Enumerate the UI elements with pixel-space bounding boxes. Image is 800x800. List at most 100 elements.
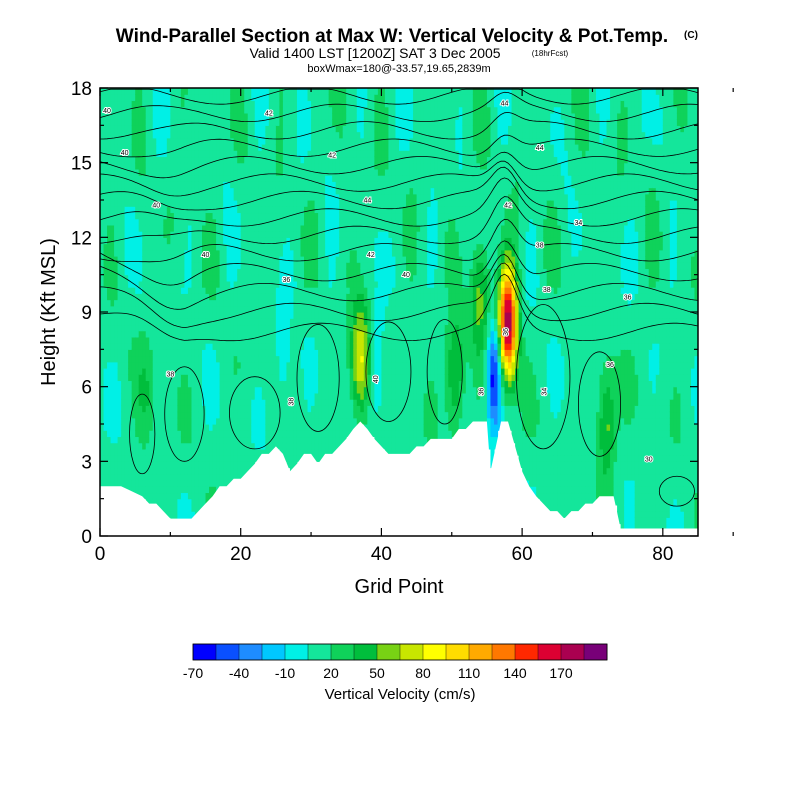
velocity-cell — [163, 119, 168, 126]
velocity-cell — [117, 168, 122, 176]
velocity-cell — [223, 411, 228, 419]
velocity-cell — [121, 156, 126, 164]
velocity-cell — [149, 492, 154, 500]
velocity-cell — [110, 461, 115, 469]
velocity-cell — [170, 486, 175, 494]
velocity-cell — [223, 312, 228, 319]
velocity-cell — [300, 125, 305, 133]
velocity-cell — [233, 448, 238, 456]
velocity-cell — [339, 150, 344, 158]
velocity-cell — [117, 94, 122, 102]
velocity-cell — [198, 480, 203, 487]
velocity-cell — [138, 119, 143, 126]
velocity-cell — [187, 299, 193, 307]
velocity-cell — [328, 125, 333, 133]
velocity-cell — [247, 324, 252, 332]
velocity-cell — [202, 119, 207, 126]
velocity-cell — [374, 212, 379, 220]
velocity-cell — [180, 455, 186, 462]
velocity-cell — [124, 224, 129, 232]
velocity-cell — [367, 100, 372, 108]
velocity-cell — [360, 200, 365, 207]
velocity-cell — [360, 88, 365, 95]
velocity-cell — [335, 417, 340, 425]
velocity-cell — [187, 243, 193, 251]
velocity-cell — [258, 280, 263, 288]
velocity-cell — [374, 405, 379, 413]
velocity-cell — [209, 386, 214, 394]
velocity-cell — [209, 461, 214, 469]
velocity-cell — [170, 280, 175, 288]
velocity-cell — [223, 88, 228, 95]
velocity-cell — [279, 274, 284, 282]
velocity-cell — [163, 243, 168, 251]
velocity-cell — [202, 386, 207, 394]
velocity-cell — [311, 218, 316, 226]
velocity-cell — [296, 299, 302, 307]
velocity-cell — [142, 237, 147, 245]
velocity-cell — [363, 243, 368, 251]
velocity-cell — [332, 293, 337, 301]
velocity-cell — [296, 206, 302, 214]
velocity-cell — [247, 442, 252, 450]
velocity-cell — [360, 330, 365, 338]
velocity-cell — [374, 94, 379, 102]
velocity-cell — [349, 100, 354, 108]
velocity-cell — [254, 137, 259, 145]
velocity-cell — [353, 324, 358, 332]
velocity-cell — [117, 287, 122, 294]
velocity-cell — [251, 411, 256, 419]
velocity-cell — [244, 368, 249, 375]
velocity-cell — [254, 243, 259, 251]
velocity-cell — [254, 150, 259, 158]
velocity-cell — [103, 224, 108, 232]
velocity-cell — [233, 318, 238, 326]
velocity-cell — [194, 467, 200, 475]
velocity-cell — [173, 430, 178, 438]
velocity-cell — [293, 368, 298, 375]
velocity-cell — [335, 424, 340, 431]
velocity-cell — [156, 187, 161, 195]
velocity-cell — [145, 336, 150, 344]
velocity-cell — [374, 243, 379, 251]
velocity-cell — [279, 187, 284, 195]
velocity-cell — [342, 324, 347, 332]
velocity-cell — [339, 262, 344, 270]
velocity-cell — [377, 349, 383, 357]
velocity-cell — [293, 374, 298, 382]
velocity-cell — [314, 150, 319, 158]
velocity-cell — [339, 417, 344, 425]
velocity-cell — [187, 368, 193, 375]
velocity-cell — [142, 156, 147, 164]
velocity-cell — [187, 200, 193, 207]
velocity-cell — [198, 455, 203, 462]
velocity-cell — [300, 343, 305, 350]
velocity-cell — [117, 88, 122, 95]
velocity-cell — [135, 168, 140, 176]
velocity-cell — [191, 144, 196, 151]
velocity-cell — [152, 137, 157, 145]
velocity-cell — [370, 374, 375, 382]
velocity-cell — [254, 175, 259, 182]
velocity-cell — [177, 293, 182, 301]
velocity-cell — [237, 112, 242, 120]
velocity-cell — [117, 336, 122, 344]
velocity-cell — [194, 218, 200, 226]
velocity-cell — [226, 131, 231, 139]
velocity-cell — [180, 200, 186, 207]
velocity-cell — [363, 411, 368, 419]
velocity-cell — [328, 343, 333, 350]
velocity-cell — [374, 399, 379, 406]
velocity-cell — [110, 436, 115, 444]
velocity-cell — [321, 94, 326, 102]
velocity-cell — [191, 330, 196, 338]
velocity-cell — [205, 411, 210, 419]
velocity-cell — [219, 274, 224, 282]
velocity-cell — [353, 144, 358, 151]
velocity-cell — [325, 268, 330, 276]
velocity-cell — [258, 168, 263, 176]
velocity-cell — [202, 144, 207, 151]
velocity-cell — [339, 212, 344, 220]
velocity-cell — [261, 193, 266, 201]
velocity-cell — [124, 94, 129, 102]
